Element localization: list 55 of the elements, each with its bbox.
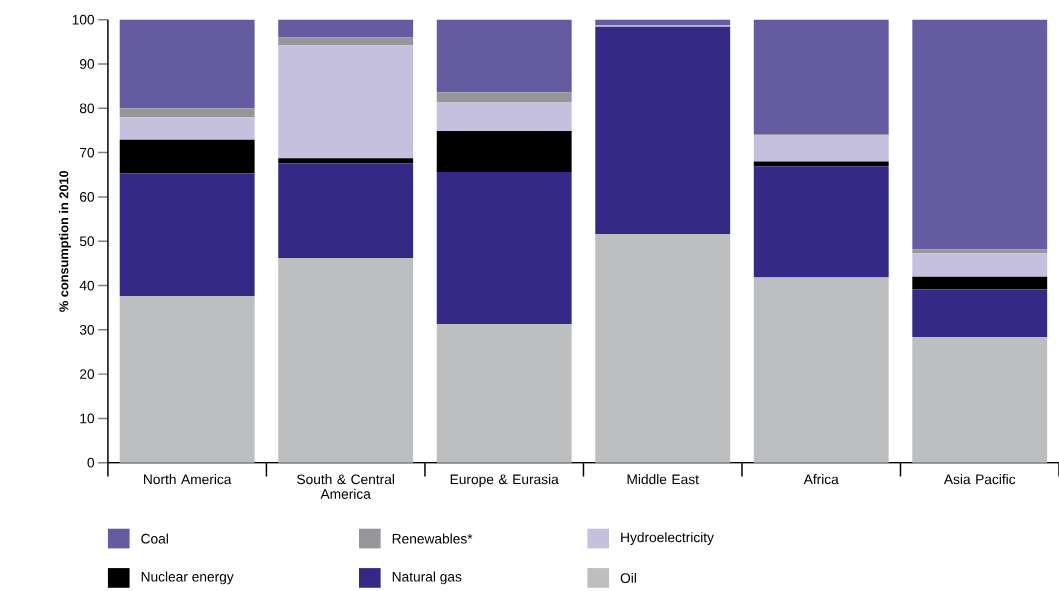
legend-label: Coal <box>141 533 168 544</box>
bar <box>119 296 255 463</box>
y-tick-label: 20 <box>80 369 95 380</box>
bar <box>595 234 731 463</box>
bar <box>595 26 731 235</box>
y-tick-label: 70 <box>80 147 95 158</box>
bar <box>436 172 572 325</box>
y-axis-title: % consumption in 2010 <box>58 171 71 312</box>
y-tick-label: 60 <box>80 192 95 202</box>
bar <box>278 258 414 463</box>
x-tick-label: Asia Pacific <box>943 474 1016 485</box>
bar <box>753 135 889 162</box>
x-tick-label: South & Central America <box>297 474 394 500</box>
bar <box>278 158 414 164</box>
legend-label: Nuclear energy <box>141 571 234 585</box>
bar <box>753 19 889 135</box>
legend-label: Hydroelectricity <box>621 532 714 546</box>
y-tick-label: 30 <box>79 325 95 335</box>
bar <box>912 249 1048 254</box>
x-tick-label: Middle East <box>627 474 699 485</box>
bar <box>912 276 1048 290</box>
bar <box>912 289 1048 338</box>
y-tick-label: 90 <box>79 59 95 69</box>
legend-label: Oil <box>620 573 636 584</box>
bar <box>436 131 572 173</box>
bar <box>278 19 414 38</box>
bar <box>436 19 572 93</box>
y-tick-label: 80 <box>79 103 95 114</box>
bar <box>912 253 1048 277</box>
bar <box>278 163 414 259</box>
legend-label: Natural gas <box>392 571 462 585</box>
bar <box>119 108 255 118</box>
bar <box>436 324 572 463</box>
bar <box>119 173 255 297</box>
y-tick-label: 100 <box>72 14 95 25</box>
bar <box>753 166 889 278</box>
bar <box>119 19 255 109</box>
bar <box>436 92 572 103</box>
legend-label: Renewables* <box>392 533 473 544</box>
x-tick-label: Europe & Eurasia <box>450 474 559 487</box>
bar <box>436 102 572 132</box>
y-tick-label: 10 <box>80 413 95 424</box>
bar <box>119 139 255 174</box>
bar <box>753 277 889 463</box>
x-tick-label: North America <box>144 474 232 485</box>
bar <box>753 161 889 167</box>
bar <box>119 117 255 140</box>
bar <box>912 337 1048 463</box>
x-tick-label: Africa <box>803 474 839 485</box>
y-tick-label: 0 <box>87 457 95 468</box>
bar <box>278 37 414 46</box>
y-tick-label: 50 <box>79 236 95 247</box>
bar <box>912 19 1048 250</box>
y-tick-label: 40 <box>79 280 95 291</box>
bar <box>278 45 414 159</box>
